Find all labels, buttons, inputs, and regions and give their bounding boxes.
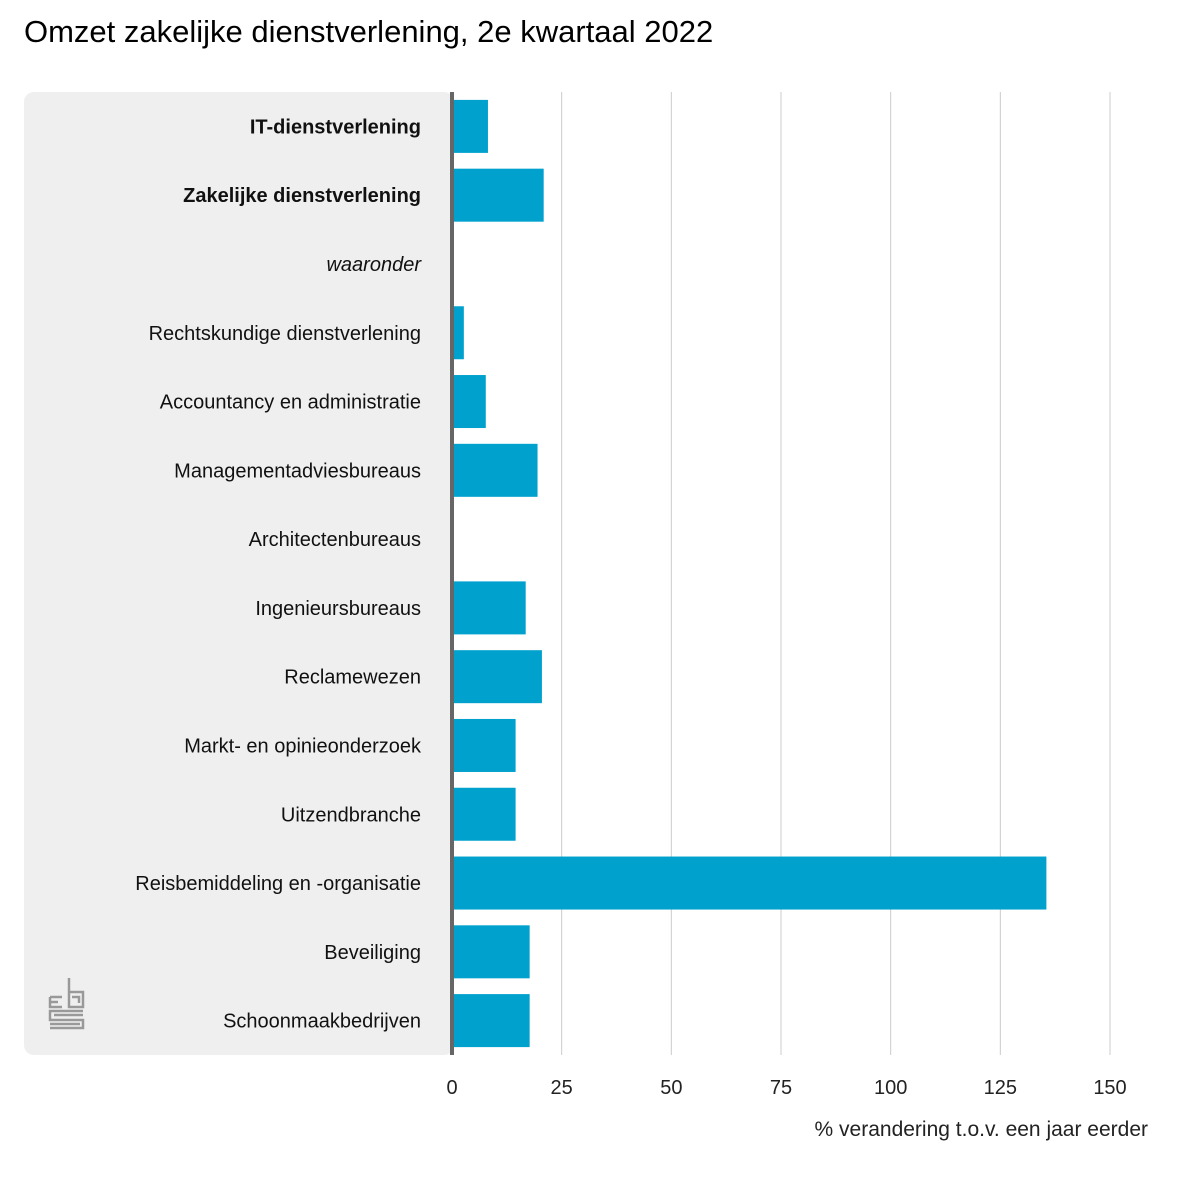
x-tick-label: 125 <box>984 1077 1017 1099</box>
y-axis-line <box>450 92 454 1055</box>
x-tick-label: 25 <box>551 1077 573 1099</box>
category-label: Beveiliging <box>324 942 421 964</box>
category-label: Architectenbureaus <box>249 529 421 551</box>
bar <box>452 581 526 635</box>
bar <box>452 443 538 497</box>
bar <box>452 856 1047 910</box>
bar <box>452 718 516 772</box>
category-label: Zakelijke dienstverlening <box>183 185 421 207</box>
chart-title: Omzet zakelijke dienstverlening, 2e kwar… <box>24 14 714 49</box>
cbs-logo-icon <box>48 978 85 1030</box>
bar <box>452 994 530 1048</box>
category-label: Markt- en opinieonderzoek <box>184 735 422 757</box>
bar <box>452 168 544 222</box>
category-label: Reclamewezen <box>284 667 421 689</box>
category-label: Rechtskundige dienstverlening <box>149 323 421 345</box>
category-label: Ingenieursbureaus <box>255 598 421 620</box>
bar <box>452 99 488 153</box>
label-panel <box>24 92 454 1055</box>
bar <box>452 925 530 979</box>
category-label: Uitzendbranche <box>281 804 421 826</box>
x-tick-label: 50 <box>660 1077 682 1099</box>
x-tick-label: 150 <box>1093 1077 1126 1099</box>
category-label: Managementadviesbureaus <box>174 460 421 482</box>
x-axis-label: % verandering t.o.v. een jaar eerder <box>815 1118 1148 1141</box>
bar <box>452 375 486 429</box>
x-tick-label: 100 <box>874 1077 907 1099</box>
bar <box>452 306 464 360</box>
x-tick-label: 75 <box>770 1077 792 1099</box>
category-label: waaronder <box>326 254 422 276</box>
category-label: Accountancy en administratie <box>160 392 421 414</box>
category-label: IT-dienstverlening <box>250 116 421 138</box>
category-label: Reisbemiddeling en -organisatie <box>135 873 421 895</box>
bar <box>452 787 516 841</box>
category-label: Schoonmaakbedrijven <box>223 1011 421 1033</box>
bar <box>452 650 542 704</box>
x-tick-label: 0 <box>446 1077 457 1099</box>
